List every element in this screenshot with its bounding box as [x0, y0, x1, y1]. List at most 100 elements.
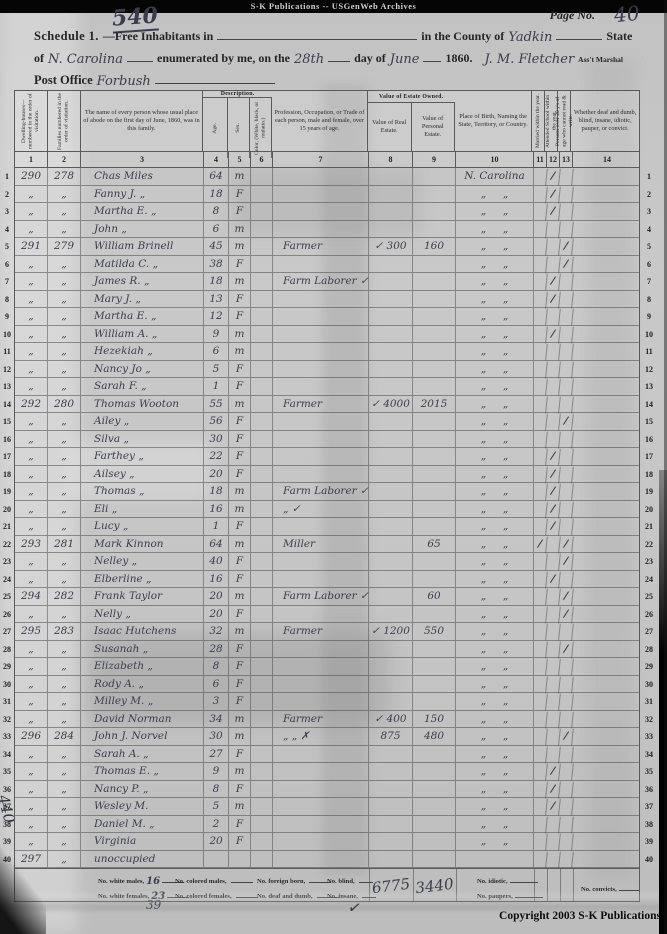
- cell-color: [251, 413, 273, 430]
- header-occupation: Profession, Occupation, or Trade of each…: [272, 91, 368, 151]
- page-number-value: 40: [612, 0, 641, 28]
- row-number: 39: [645, 837, 653, 846]
- cell-remarks: [573, 641, 641, 658]
- row-number: 14: [3, 399, 11, 409]
- cell-color: [251, 640, 273, 657]
- cell-occupation: [273, 798, 369, 815]
- cell-cannot-read: [559, 517, 574, 536]
- cell-color: [251, 325, 273, 342]
- cell-age: 6: [204, 675, 229, 692]
- cell-name: Silva „: [81, 430, 204, 447]
- cell-family: „: [48, 798, 81, 815]
- cell-remarks: [573, 536, 641, 553]
- cell-occupation: Farm Laborer ✓: [273, 588, 369, 605]
- row-number: 21: [3, 522, 11, 531]
- handwritten-total-39: 39: [146, 898, 162, 912]
- cell-family: „: [48, 255, 81, 272]
- cell-value-real: ✓ 400: [369, 710, 413, 727]
- cell-dwelling: „: [15, 780, 48, 797]
- cell-birthplace: „ „: [456, 255, 534, 272]
- cell-remarks: [573, 483, 641, 500]
- cell-sex: m: [229, 500, 251, 517]
- cell-color: [251, 518, 273, 535]
- cell-value-real: 875: [369, 728, 413, 745]
- cell-family: „: [48, 203, 81, 220]
- cell-age: 9: [204, 763, 229, 780]
- cell-family: „: [48, 465, 81, 482]
- row-number-gutter-left: 1 2 3 4 5 6 7 8 9 10 11 12 13 14 15 16 17 18 19 20 21 22 23 24 2…: [0, 168, 14, 868]
- cell-name: John „: [81, 220, 204, 237]
- row-number: 11: [645, 347, 653, 356]
- cell-value-personal: [413, 500, 456, 517]
- cell-dwelling: „: [15, 500, 48, 517]
- cell-value-real: [369, 255, 413, 272]
- row-number: 38: [645, 819, 653, 829]
- cell-dwelling: 296: [15, 728, 48, 745]
- cell-sex: m: [229, 343, 251, 360]
- cell-value-real: [369, 535, 413, 552]
- cell-color: [251, 273, 273, 290]
- cell-sex: F: [229, 553, 251, 570]
- row-number: 13: [645, 382, 653, 391]
- cell-name: David Norman: [81, 710, 204, 727]
- cell-color: [251, 780, 273, 797]
- row-number: 23: [645, 557, 653, 566]
- cell-age: 5: [204, 360, 229, 377]
- county-blank: [556, 28, 603, 40]
- cell-value-real: [369, 168, 413, 185]
- cell-age: 64: [204, 168, 229, 185]
- cell-cannot-read: [559, 744, 574, 763]
- cell-occupation: [273, 220, 369, 237]
- cell-birthplace: „ „: [456, 500, 534, 517]
- cell-color: [251, 570, 273, 587]
- table-row: 293 281 Mark Kinnon 64 m Miller 65 „ „ / /: [15, 534, 641, 553]
- cell-sex: m: [229, 168, 251, 185]
- cell-color: [251, 728, 273, 745]
- cell-dwelling: „: [15, 640, 48, 657]
- cell-cannot-read: [559, 429, 574, 448]
- cell-dwelling: „: [15, 570, 48, 587]
- cell-value-personal: 2015: [413, 395, 456, 412]
- cell-family: „: [48, 378, 81, 395]
- cell-birthplace: „ „: [456, 640, 534, 657]
- enumerated-label: enumerated by me, on the: [157, 51, 290, 65]
- cell-occupation: [273, 675, 369, 692]
- cell-value-real: [369, 570, 413, 587]
- of-word: of: [34, 51, 44, 65]
- cell-remarks: [573, 256, 641, 273]
- cell-sex: [229, 850, 251, 867]
- cell-value-personal: [413, 273, 456, 290]
- row-number: 2: [5, 189, 9, 199]
- cell-name: William Brinell: [81, 238, 204, 255]
- cell-age: 3: [204, 693, 229, 710]
- cell-remarks: [573, 361, 641, 378]
- day-value: 28th: [293, 52, 325, 67]
- row-number: 37: [645, 802, 653, 811]
- cell-dwelling: „: [15, 185, 48, 202]
- cell-value-real: [369, 798, 413, 815]
- cell-cannot-read: [559, 569, 574, 588]
- column-numbers-row: 1 2 3 4 5 6 7 8 9 10 11 12 13 14: [14, 152, 640, 168]
- cell-sex: m: [229, 220, 251, 237]
- cell-value-real: [369, 745, 413, 762]
- cell-color: [251, 605, 273, 622]
- cell-value-real: [369, 448, 413, 465]
- row-number: 31: [3, 697, 11, 706]
- cell-name: Eli „: [81, 500, 204, 517]
- cell-value-real: [369, 273, 413, 290]
- row-number: 24: [645, 574, 653, 584]
- cell-birthplace: „ „: [456, 745, 534, 762]
- row-number: 26: [3, 609, 11, 619]
- cell-occupation: Miller: [273, 535, 369, 552]
- cell-birthplace: „ „: [456, 308, 534, 325]
- cell-sex: m: [229, 535, 251, 552]
- cell-occupation: Farmer: [273, 395, 369, 412]
- cell-name: Elberline „: [81, 570, 204, 587]
- header-dwelling: Dwelling-houses— numbered in the order o…: [15, 91, 48, 151]
- cell-cannot-read: [559, 814, 574, 833]
- row-number: 30: [3, 679, 11, 689]
- cell-cannot-read: /: [559, 552, 574, 571]
- cell-value-personal: [413, 255, 456, 272]
- row-number: 15: [3, 417, 11, 426]
